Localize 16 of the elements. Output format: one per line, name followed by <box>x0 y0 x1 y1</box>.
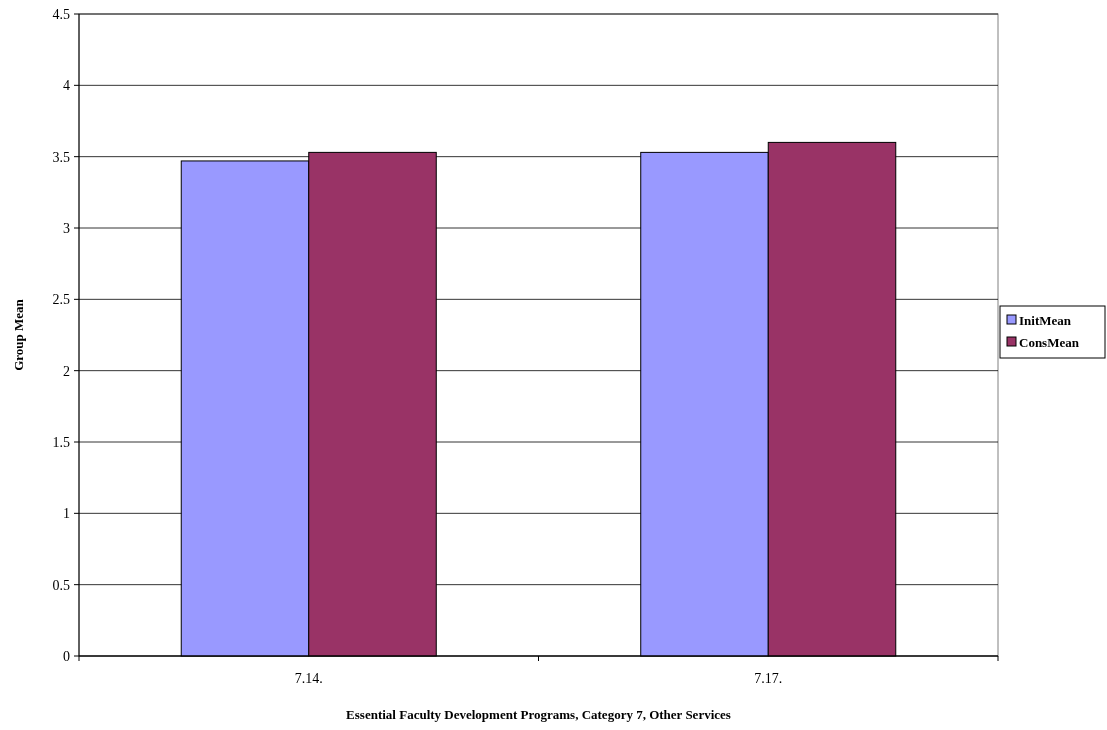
y-tick-label: 3.5 <box>52 149 70 165</box>
y-tick-label: 2.5 <box>52 292 70 308</box>
y-tick-label: 1 <box>63 506 70 522</box>
y-tick-label: 3 <box>63 220 70 236</box>
y-tick-label: 0.5 <box>52 577 70 593</box>
y-tick-label: 4 <box>63 78 70 94</box>
y-tick-label: 2 <box>63 363 70 379</box>
legend-label: ConsMean <box>1019 334 1080 350</box>
y-axis-title: Group Mean <box>11 298 26 371</box>
y-tick-label: 4.5 <box>52 6 70 22</box>
x-tick-label: 7.14. <box>294 671 323 686</box>
y-tick-label: 0 <box>63 648 70 664</box>
x-tick-label: 7.17. <box>754 671 783 686</box>
x-axis-title: Essential Faculty Development Programs, Category 7, Other Services <box>346 707 731 722</box>
legend-label: InitMean <box>1019 312 1072 328</box>
y-tick-label: 1.5 <box>52 434 70 450</box>
